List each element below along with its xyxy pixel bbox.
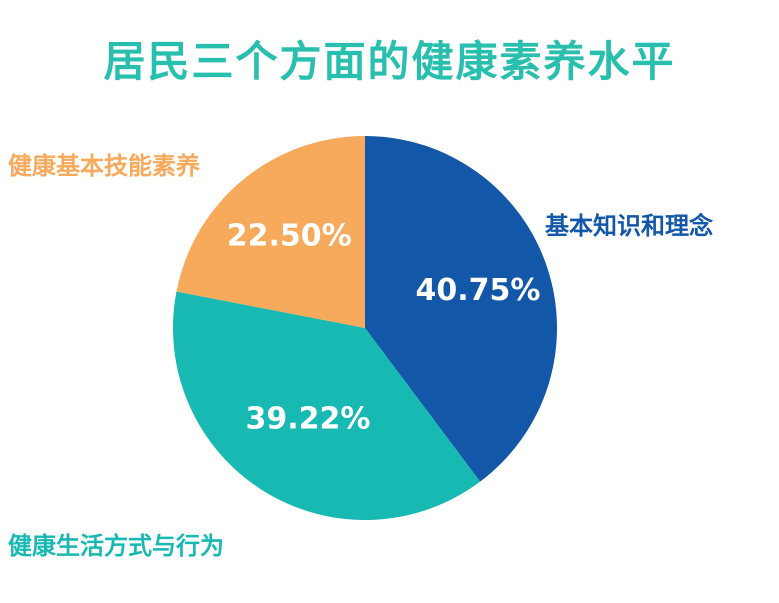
slice-value-skills: 22.50% xyxy=(227,219,352,254)
pie-slice-knowledge xyxy=(365,136,558,482)
chart-title: 居民三个方面的健康素养水平 xyxy=(103,37,676,86)
slice-label-knowledge: 基本知识和理念 xyxy=(545,212,713,240)
slice-value-knowledge: 40.75% xyxy=(415,273,540,308)
pie-value-labels: 40.75% 39.22% 22.50% xyxy=(227,219,541,437)
slice-value-lifestyle: 39.22% xyxy=(245,402,370,437)
slice-label-skills: 健康基本技能素养 xyxy=(8,152,200,180)
pie-slices xyxy=(173,136,558,520)
pie-slice-skills xyxy=(176,136,365,328)
pie-slice-lifestyle xyxy=(173,291,481,520)
slice-label-lifestyle: 健康生活方式与行为 xyxy=(8,532,224,560)
